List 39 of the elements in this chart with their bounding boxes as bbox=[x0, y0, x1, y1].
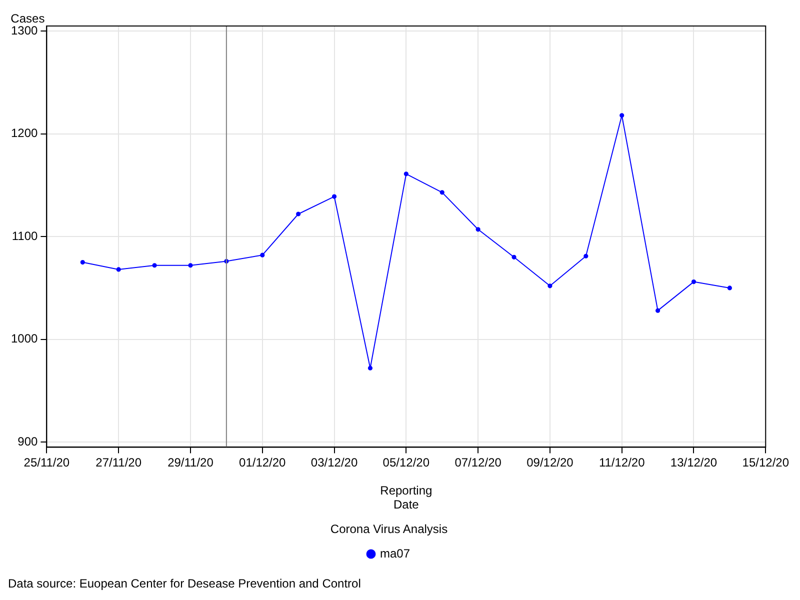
point bbox=[440, 190, 444, 195]
point bbox=[548, 284, 552, 288]
point bbox=[332, 194, 337, 199]
x-tick-label: 27/11/20 bbox=[96, 456, 142, 470]
x-tick-label: 13/12/20 bbox=[670, 456, 718, 470]
x-tick-label: 03/12/20 bbox=[310, 456, 358, 470]
point bbox=[80, 260, 85, 265]
x-tick-label: 29/11/20 bbox=[168, 456, 214, 470]
x-tick-label: 25/11/20 bbox=[24, 456, 70, 470]
y-tick-label: 1200 bbox=[10, 126, 38, 140]
point bbox=[188, 263, 193, 268]
point bbox=[476, 227, 480, 232]
point bbox=[368, 366, 373, 370]
x-axis-title: Reporting Date bbox=[380, 484, 432, 512]
point bbox=[260, 252, 265, 258]
point bbox=[691, 280, 696, 284]
point bbox=[656, 308, 660, 313]
y-tick-label: 1000 bbox=[10, 332, 38, 346]
point bbox=[404, 172, 408, 176]
x-tick-label: 11/12/20 bbox=[598, 456, 646, 470]
x-tick-label: 01/12/20 bbox=[239, 456, 286, 470]
point bbox=[116, 267, 121, 272]
x-tick-label: 09/12/20 bbox=[526, 456, 574, 470]
point bbox=[620, 113, 624, 118]
point bbox=[727, 286, 732, 290]
x-tick-label: 07/12/20 bbox=[454, 456, 502, 470]
y-tick-label: 900 bbox=[18, 434, 38, 448]
x-tick-label: 05/12/20 bbox=[382, 456, 430, 470]
y-axis-title: Cases bbox=[10, 11, 45, 26]
point bbox=[152, 263, 157, 268]
source-note: Data source: Euopean Center for Desease Prevention and Control bbox=[8, 576, 361, 590]
legend-title: Corona Virus Analysis bbox=[330, 522, 448, 536]
point bbox=[584, 254, 588, 258]
legend-label: ma07 bbox=[380, 546, 410, 560]
point bbox=[512, 254, 516, 260]
x-tick-label: 15/12/20 bbox=[742, 456, 790, 470]
y-tick-label: 1300 bbox=[10, 23, 38, 38]
point bbox=[296, 212, 301, 216]
y-tick-label: 1100 bbox=[12, 228, 38, 243]
